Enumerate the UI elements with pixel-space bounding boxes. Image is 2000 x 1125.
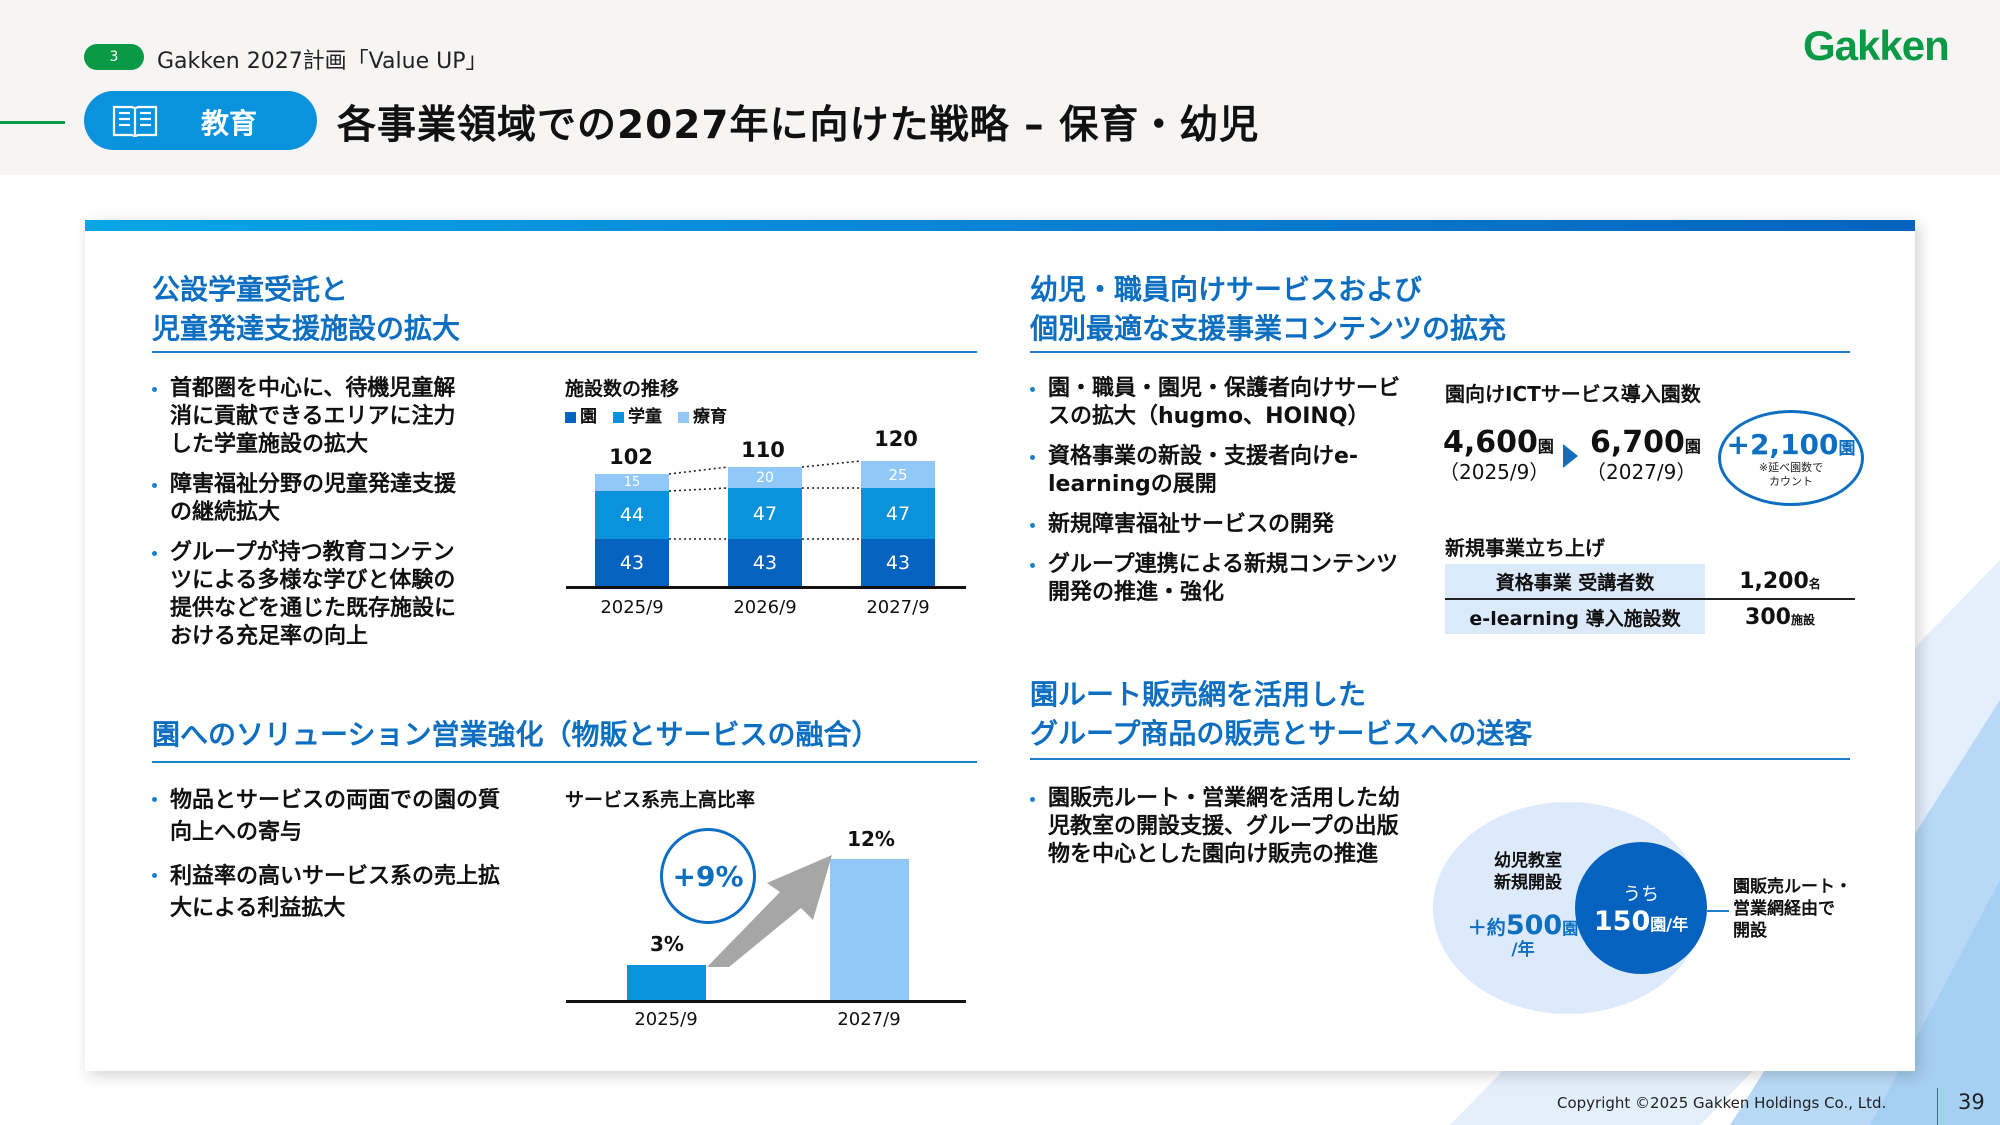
legend-item: 療育 bbox=[678, 402, 727, 427]
section-rule bbox=[1030, 351, 1850, 353]
ict-increase-badge: +2,100園 ※延べ園数で カウント bbox=[1718, 410, 1864, 506]
callout-line bbox=[1707, 910, 1729, 912]
title-line: 児童発達支援施設の拡大 bbox=[152, 312, 461, 345]
x-axis bbox=[566, 1000, 966, 1003]
bullet-item: 利益率の高いサービス系の売上拡大による利益拡大 bbox=[150, 861, 520, 925]
ict-increase-note: ※延べ園数で bbox=[1758, 460, 1824, 474]
bullet-item: 資格事業の新設・支援者向けe-learningの展開 bbox=[1028, 443, 1408, 499]
bullet-list-sales-route: 園販売ルート・営業網を活用した幼児教室の開設支援、グループの出版物を中心とした園… bbox=[1028, 785, 1413, 881]
bar-segment-nursery: 43 bbox=[728, 539, 802, 586]
x-tick-label: 2026/9 bbox=[733, 597, 797, 618]
arrow-right-icon bbox=[1563, 444, 1578, 468]
plan-label: Gakken 2027計画「Value UP」 bbox=[157, 49, 488, 74]
ict-title: 園向けICTサービス導入園数 bbox=[1445, 382, 1701, 406]
chart-title-facilities: 施設数の推移 bbox=[565, 378, 680, 400]
section-rule bbox=[152, 761, 977, 763]
bar-segment-afterschool: 44 bbox=[595, 491, 669, 539]
venn-inner-circle: うち 150園/年 bbox=[1575, 842, 1707, 974]
bullet-list-afterschool: 首都圏を中心に、待機児童解消に貢献できるエリアに注力した学童施設の拡大 障害福祉… bbox=[150, 375, 470, 663]
chart-title-service-ratio: サービス系売上高比率 bbox=[565, 789, 756, 811]
ict-to-date: （2027/9） bbox=[1586, 460, 1697, 484]
bar-segment-nursery: 43 bbox=[595, 539, 669, 586]
bar-total: 110 bbox=[741, 438, 785, 462]
bullet-item: 物品とサービスの両面での園の質向上への寄与 bbox=[150, 785, 520, 849]
dotted-connector-lines bbox=[668, 460, 862, 540]
card-top-bar bbox=[85, 220, 1915, 231]
bar-segment-therapy: 25 bbox=[861, 461, 935, 488]
title-line: 幼児・職員向けサービスおよび bbox=[1030, 273, 1423, 306]
bar-value-label: 3% bbox=[650, 932, 684, 956]
venn-outer-value: ＋約500園 /年 bbox=[1467, 910, 1579, 960]
bar-segment-therapy: 15 bbox=[595, 474, 669, 491]
bar-segment-afterschool: 47 bbox=[728, 488, 802, 539]
section-rule bbox=[1030, 758, 1850, 760]
x-tick-label: 2027/9 bbox=[837, 1009, 901, 1030]
increase-annotation: +9% bbox=[660, 828, 756, 924]
chart-legend: 園 学童 療育 bbox=[565, 402, 727, 427]
bullet-list-services: 園・職員・園児・保護者向けサービスの拡大（hugmo、HOINQ） 資格事業の新… bbox=[1028, 375, 1408, 619]
ict-from-value: 4,600園 bbox=[1443, 425, 1554, 460]
gakken-logo: Gakken bbox=[1803, 22, 1950, 69]
table-cell-label: e-learning 導入施設数 bbox=[1445, 599, 1705, 634]
bullet-item: 園販売ルート・営業網を活用した幼児教室の開設支援、グループの出版物を中心とした園… bbox=[1028, 785, 1413, 869]
title-line: 園ルート販売網を活用した bbox=[1030, 678, 1367, 711]
bar-2027 bbox=[830, 859, 909, 1000]
bar-total: 120 bbox=[874, 427, 918, 451]
section-rule bbox=[152, 351, 977, 353]
section-number-badge: 3 bbox=[84, 44, 144, 70]
bullet-item: 障害福祉分野の児童発達支援の継続拡大 bbox=[150, 471, 470, 527]
bar-segment-nursery: 43 bbox=[861, 539, 935, 586]
bar-total: 102 bbox=[609, 445, 653, 469]
venn-inner-value: 150園/年 bbox=[1593, 905, 1689, 937]
x-tick-label: 2025/9 bbox=[634, 1009, 698, 1030]
bar-segment-therapy: 20 bbox=[728, 467, 802, 488]
slide-header: 3 Gakken 2027計画「Value UP」 教育 各事業領域での2027… bbox=[0, 0, 2000, 175]
new-business-title: 新規事業立ち上げ bbox=[1445, 536, 1605, 560]
ict-to-value: 6,700園 bbox=[1590, 425, 1701, 460]
bullet-item: グループ連携による新規コンテンツ開発の推進・強化 bbox=[1028, 551, 1408, 607]
ict-from-date: （2025/9） bbox=[1439, 460, 1550, 484]
section-title-solution-sales: 園へのソリューション営業強化（物販とサービスの融合） bbox=[152, 718, 880, 751]
bullet-list-solution-sales: 物品とサービスの両面での園の質向上への寄与 利益率の高いサービス系の売上拡大によ… bbox=[150, 785, 520, 937]
venn-outer-label: 幼児教室 新規開設 bbox=[1494, 851, 1562, 893]
book-icon bbox=[111, 103, 159, 143]
x-tick-label: 2025/9 bbox=[600, 597, 664, 618]
title-line: グループ商品の販売とサービスへの送客 bbox=[1030, 717, 1533, 750]
title-line: 個別最適な支援事業コンテンツの拡充 bbox=[1030, 312, 1507, 345]
section-title-sales-route: 園ルート販売網を活用した グループ商品の販売とサービスへの送客 bbox=[1030, 675, 1532, 753]
table-row: e-learning 導入施設数 300施設 bbox=[1445, 599, 1855, 634]
copyright: Copyright ©2025 Gakken Holdings Co., Ltd… bbox=[1557, 1094, 1887, 1112]
bullet-item: 首都圏を中心に、待機児童解消に貢献できるエリアに注力した学童施設の拡大 bbox=[150, 375, 470, 459]
page-number: 39 bbox=[1958, 1090, 1985, 1114]
new-business-table: 資格事業 受講者数 1,200名 e-learning 導入施設数 300施設 bbox=[1445, 564, 1855, 634]
ict-increase-value: +2,100園 bbox=[1726, 427, 1856, 461]
venn-inner-label: うち bbox=[1623, 883, 1659, 905]
category-pill: 教育 bbox=[84, 91, 317, 150]
bar-value-label: 12% bbox=[847, 827, 895, 851]
ict-increase-note: カウント bbox=[1769, 474, 1813, 488]
page-title: 各事業領域での2027年に向けた戦略 – 保育・幼児 bbox=[337, 103, 1260, 148]
bar-2025 bbox=[627, 965, 706, 1000]
category-label: 教育 bbox=[201, 107, 258, 140]
bullet-item: グループが持つ教育コンテンツによる多様な学びと体験の提供などを通じた既存施設にお… bbox=[150, 539, 470, 651]
legend-item: 学童 bbox=[613, 402, 662, 427]
header-accent-line bbox=[0, 121, 65, 124]
growth-arrow-icon bbox=[707, 855, 832, 967]
content-card: 公設学童受託と 児童発達支援施設の拡大 首都圏を中心に、待機児童解消に貢献できる… bbox=[85, 220, 1915, 1071]
table-row: 資格事業 受講者数 1,200名 bbox=[1445, 564, 1855, 600]
section-title-services: 幼児・職員向けサービスおよび 個別最適な支援事業コンテンツの拡充 bbox=[1030, 270, 1506, 348]
bullet-item: 園・職員・園児・保護者向けサービスの拡大（hugmo、HOINQ） bbox=[1028, 375, 1408, 431]
x-axis bbox=[566, 586, 966, 589]
venn-callout-label: 園販売ルート・ 営業網経由で 開設 bbox=[1733, 877, 1852, 941]
legend-item: 園 bbox=[565, 402, 597, 427]
bar-segment-afterschool: 47 bbox=[861, 488, 935, 539]
bullet-item: 新規障害福祉サービスの開発 bbox=[1028, 511, 1408, 539]
table-cell-value: 300施設 bbox=[1745, 604, 1815, 630]
table-cell-label: 資格事業 受講者数 bbox=[1445, 564, 1705, 600]
table-cell-value: 1,200名 bbox=[1705, 564, 1855, 600]
section-title-afterschool: 公設学童受託と 児童発達支援施設の拡大 bbox=[152, 270, 460, 348]
footer-divider bbox=[1937, 1088, 1938, 1125]
title-line: 公設学童受託と bbox=[152, 273, 349, 306]
x-tick-label: 2027/9 bbox=[866, 597, 930, 618]
